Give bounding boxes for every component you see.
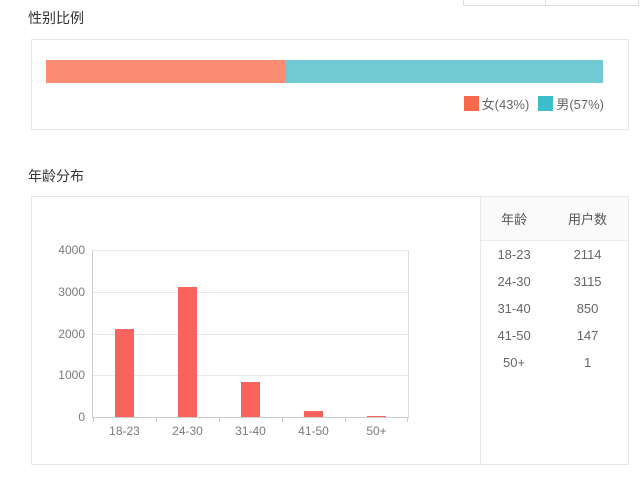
- gender-segment-male[interactable]: [285, 60, 603, 83]
- legend-item-male[interactable]: 男(57%): [538, 94, 604, 113]
- bar-31-40[interactable]: [241, 382, 260, 417]
- users-cell: 2114: [573, 247, 602, 262]
- x-axis-label-50+: 50+: [366, 424, 387, 438]
- bar-24-30[interactable]: [178, 287, 197, 417]
- age-table-row: 41-50 147: [481, 322, 628, 349]
- users-cell: 1: [583, 355, 592, 370]
- users-cell: 3115: [573, 274, 602, 289]
- y-axis-label-3000: 3000: [58, 285, 85, 299]
- x-axis-label-18-23: 18-23: [109, 424, 140, 438]
- age-cell: 31-40: [497, 301, 531, 316]
- age-table-row: 24-30 3115: [481, 268, 628, 295]
- bar-18-23[interactable]: [115, 329, 134, 417]
- gridline-2000: [93, 334, 408, 335]
- x-axis-tick: [156, 417, 157, 422]
- x-axis-tick: [282, 417, 283, 422]
- age-table-body: 18-23 2114 24-30 3115 31-40 850 41-50 147 50+ 1: [481, 241, 628, 376]
- x-axis-label-24-30: 24-30: [172, 424, 203, 438]
- gridline-1000: [93, 375, 408, 376]
- gridline-4000: [93, 250, 408, 251]
- cutoff-table-fragment: [463, 0, 639, 6]
- age-cell: 50+: [503, 355, 526, 370]
- y-axis-label-2000: 2000: [58, 327, 85, 341]
- age-table-row: 50+ 1: [481, 349, 628, 376]
- legend-label: 男(57%): [556, 97, 604, 112]
- x-axis-tick: [407, 417, 408, 422]
- x-axis-tick: [219, 417, 220, 422]
- users-cell: 147: [576, 328, 599, 343]
- gender-segment-female[interactable]: [46, 60, 286, 83]
- y-axis-label-1000: 1000: [58, 368, 85, 382]
- age-table-row: 31-40 850: [481, 295, 628, 322]
- legend-swatch-male: [538, 96, 554, 111]
- gender-legend: 女(43%) 男(57%): [463, 94, 604, 113]
- age-cell: 24-30: [497, 274, 531, 289]
- gender-stacked-bar: [46, 60, 603, 83]
- y-axis-label-4000: 4000: [58, 243, 85, 257]
- legend-label: 女(43%): [481, 97, 530, 112]
- x-axis-tick: [345, 417, 346, 422]
- y-axis-label-0: 0: [78, 410, 85, 424]
- age-table-header-row: 年龄 用户数: [481, 197, 628, 241]
- age-table: 年龄 用户数 18-23 2114 24-30 3115 31-40 850 41-50 147…: [480, 197, 628, 464]
- legend-swatch-female: [463, 96, 479, 111]
- bar-50+[interactable]: [367, 416, 386, 417]
- gridline-3000: [93, 292, 408, 293]
- age-table-header-users: 用户数: [568, 212, 608, 227]
- gender-ratio-panel: 女(43%) 男(57%): [31, 39, 629, 130]
- fragment-divider: [545, 0, 546, 5]
- age-table-row: 18-23 2114: [481, 241, 628, 268]
- bar-41-50[interactable]: [304, 411, 323, 417]
- age-cell: 18-23: [497, 247, 531, 262]
- x-axis-label-41-50: 41-50: [298, 424, 329, 438]
- x-axis-tick: [93, 417, 94, 422]
- age-table-header-age: 年龄: [501, 212, 528, 227]
- age-distribution-panel: 0 1000 2000 3000 4000 18-23 24-30 31-40 41-50 50+…: [31, 196, 629, 465]
- age-cell: 41-50: [497, 328, 531, 343]
- gender-section-title: 性别比例: [28, 10, 84, 26]
- users-cell: 850: [576, 301, 599, 316]
- x-axis-label-31-40: 31-40: [235, 424, 266, 438]
- age-section-title: 年龄分布: [28, 168, 84, 184]
- legend-item-female[interactable]: 女(43%): [463, 94, 530, 113]
- age-bar-chart-plot: 0 1000 2000 3000 4000 18-23 24-30 31-40 41-50 50+: [58, 243, 409, 438]
